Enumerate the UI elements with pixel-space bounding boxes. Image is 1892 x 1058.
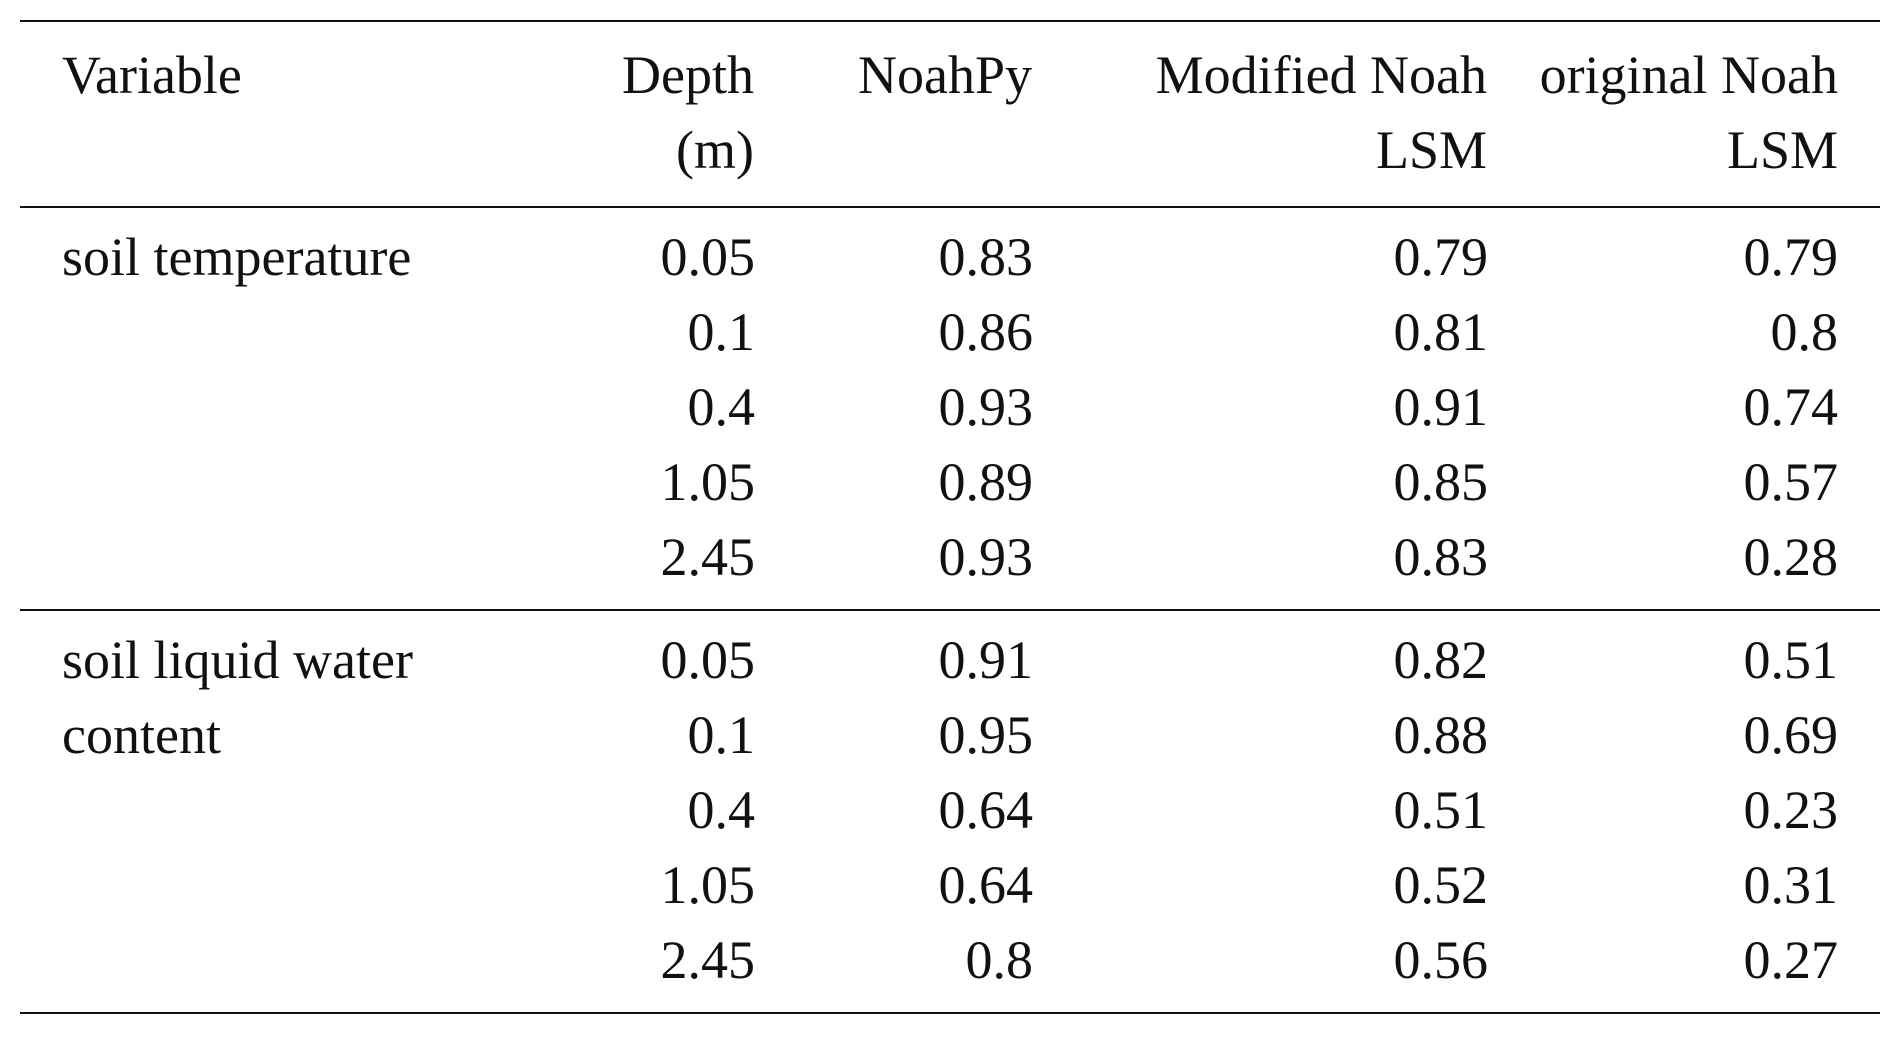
cell-modified: 0.91 [1393, 377, 1489, 437]
cell-variable [20, 848, 533, 923]
cell-modified: 0.52 [1393, 855, 1489, 915]
cell-noahpy: 0.93 [938, 527, 1034, 587]
cell-depth: 1.05 [660, 452, 756, 512]
cell-variable [20, 773, 533, 848]
cell-depth: 0.05 [660, 630, 756, 690]
cell-modified: 0.82 [1393, 630, 1489, 690]
cell-modified: 0.79 [1393, 227, 1489, 287]
table-row: soil liquid water 0.05 0.91 0.82 0.51 [20, 610, 1880, 698]
header-row: Variable Depth (m) NoahPy Modified Noah … [20, 21, 1880, 207]
cell-original: 0.57 [1743, 452, 1839, 512]
cell-noahpy: 0.83 [938, 227, 1034, 287]
cell-variable [20, 520, 533, 610]
cell-modified: 0.83 [1393, 527, 1489, 587]
table-row: 2.45 0.8 0.56 0.27 [20, 923, 1880, 1013]
header-modified-noah: Modified Noah LSM [1033, 21, 1488, 207]
cell-original: 0.79 [1743, 227, 1839, 287]
cell-original: 0.31 [1743, 855, 1839, 915]
cell-noahpy: 0.64 [938, 780, 1034, 840]
header-depth-unit: (m) [676, 120, 754, 180]
cell-depth: 2.45 [660, 527, 756, 587]
cell-depth: 0.4 [687, 377, 756, 437]
table-row: content 0.1 0.95 0.88 0.69 [20, 698, 1880, 773]
cell-modified: 0.81 [1393, 302, 1489, 362]
cell-noahpy: 0.91 [938, 630, 1034, 690]
table-row: 1.05 0.89 0.85 0.57 [20, 445, 1880, 520]
cell-noahpy: 0.86 [938, 302, 1034, 362]
cell-depth: 2.45 [660, 930, 756, 990]
table-row: soil temperature 0.05 0.83 0.79 0.79 [20, 207, 1880, 295]
cell-modified: 0.85 [1393, 452, 1489, 512]
table-row: 1.05 0.64 0.52 0.31 [20, 848, 1880, 923]
cell-variable [20, 370, 533, 445]
cell-depth: 0.1 [687, 705, 756, 765]
header-depth-line: Depth [622, 45, 754, 105]
header-noahpy-line: NoahPy [858, 45, 1032, 105]
cell-noahpy: 0.89 [938, 452, 1034, 512]
group-soil-liquid-water: soil liquid water 0.05 0.91 0.82 0.51 co… [20, 610, 1880, 1013]
header-modified-line-2: LSM [1375, 120, 1487, 180]
cell-original: 0.28 [1743, 527, 1839, 587]
header-variable-line: Variable [62, 45, 242, 105]
cell-variable [20, 923, 533, 1013]
header-original-line-2: LSM [1726, 120, 1838, 180]
cell-variable: soil temperature [62, 227, 412, 287]
results-table-container: Variable Depth (m) NoahPy Modified Noah … [20, 20, 1880, 1014]
cell-original: 0.8 [1770, 302, 1839, 362]
results-table: Variable Depth (m) NoahPy Modified Noah … [20, 20, 1880, 1014]
cell-depth: 1.05 [660, 855, 756, 915]
cell-noahpy: 0.64 [938, 855, 1034, 915]
cell-variable: soil liquid water [62, 630, 413, 690]
table-row: 2.45 0.93 0.83 0.28 [20, 520, 1880, 610]
table-header: Variable Depth (m) NoahPy Modified Noah … [20, 21, 1880, 207]
table-row: 0.4 0.93 0.91 0.74 [20, 370, 1880, 445]
cell-noahpy: 0.95 [938, 705, 1034, 765]
cell-original: 0.23 [1743, 780, 1839, 840]
cell-original: 0.69 [1743, 705, 1839, 765]
cell-noahpy: 0.93 [938, 377, 1034, 437]
cell-modified: 0.56 [1393, 930, 1489, 990]
cell-variable [20, 445, 533, 520]
cell-depth: 0.05 [660, 227, 756, 287]
table-row: 0.4 0.64 0.51 0.23 [20, 773, 1880, 848]
header-variable: Variable [20, 21, 533, 207]
cell-original: 0.51 [1743, 630, 1839, 690]
cell-variable [20, 295, 533, 370]
cell-original: 0.27 [1743, 930, 1839, 990]
cell-modified: 0.51 [1393, 780, 1489, 840]
cell-noahpy: 0.8 [965, 930, 1034, 990]
header-original-noah: original Noah LSM [1488, 21, 1880, 207]
header-depth: Depth (m) [533, 21, 755, 207]
table-row: 0.1 0.86 0.81 0.8 [20, 295, 1880, 370]
cell-depth: 0.4 [687, 780, 756, 840]
cell-depth: 0.1 [687, 302, 756, 362]
cell-modified: 0.88 [1393, 705, 1489, 765]
header-noahpy: NoahPy [755, 21, 1033, 207]
cell-original: 0.74 [1743, 377, 1839, 437]
header-modified-line-1: Modified Noah [1155, 45, 1487, 105]
group-soil-temperature: soil temperature 0.05 0.83 0.79 0.79 0.1… [20, 207, 1880, 610]
header-original-line-1: original Noah [1539, 45, 1838, 105]
cell-variable: content [62, 705, 221, 765]
